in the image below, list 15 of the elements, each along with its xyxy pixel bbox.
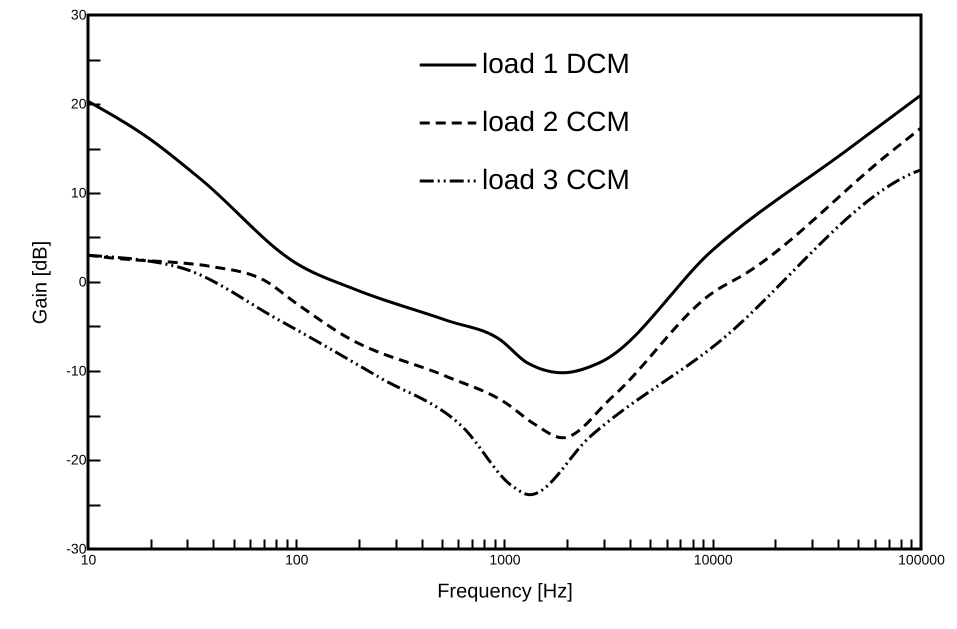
y-tick-label: 20 <box>70 96 87 112</box>
legend-label: load 3 CCM <box>482 164 630 195</box>
y-tick-label: 0 <box>78 274 87 290</box>
y-axis-title: Gain [dB] <box>29 240 52 324</box>
y-tick-label: 10 <box>70 184 87 200</box>
x-tick-label: 100 <box>285 552 309 568</box>
y-tick-label: -20 <box>66 452 87 468</box>
x-tick-label: 100000 <box>898 552 946 568</box>
x-tick-label: 10000 <box>694 552 733 568</box>
x-tick-label: 1000 <box>489 552 521 568</box>
legend-label: load 2 CCM <box>482 106 630 137</box>
y-tick-label: 30 <box>70 6 87 22</box>
y-tick-label: -10 <box>66 362 87 378</box>
x-axis-title: Frequency [Hz] <box>437 580 573 602</box>
legend-label: load 1 DCM <box>482 48 630 79</box>
